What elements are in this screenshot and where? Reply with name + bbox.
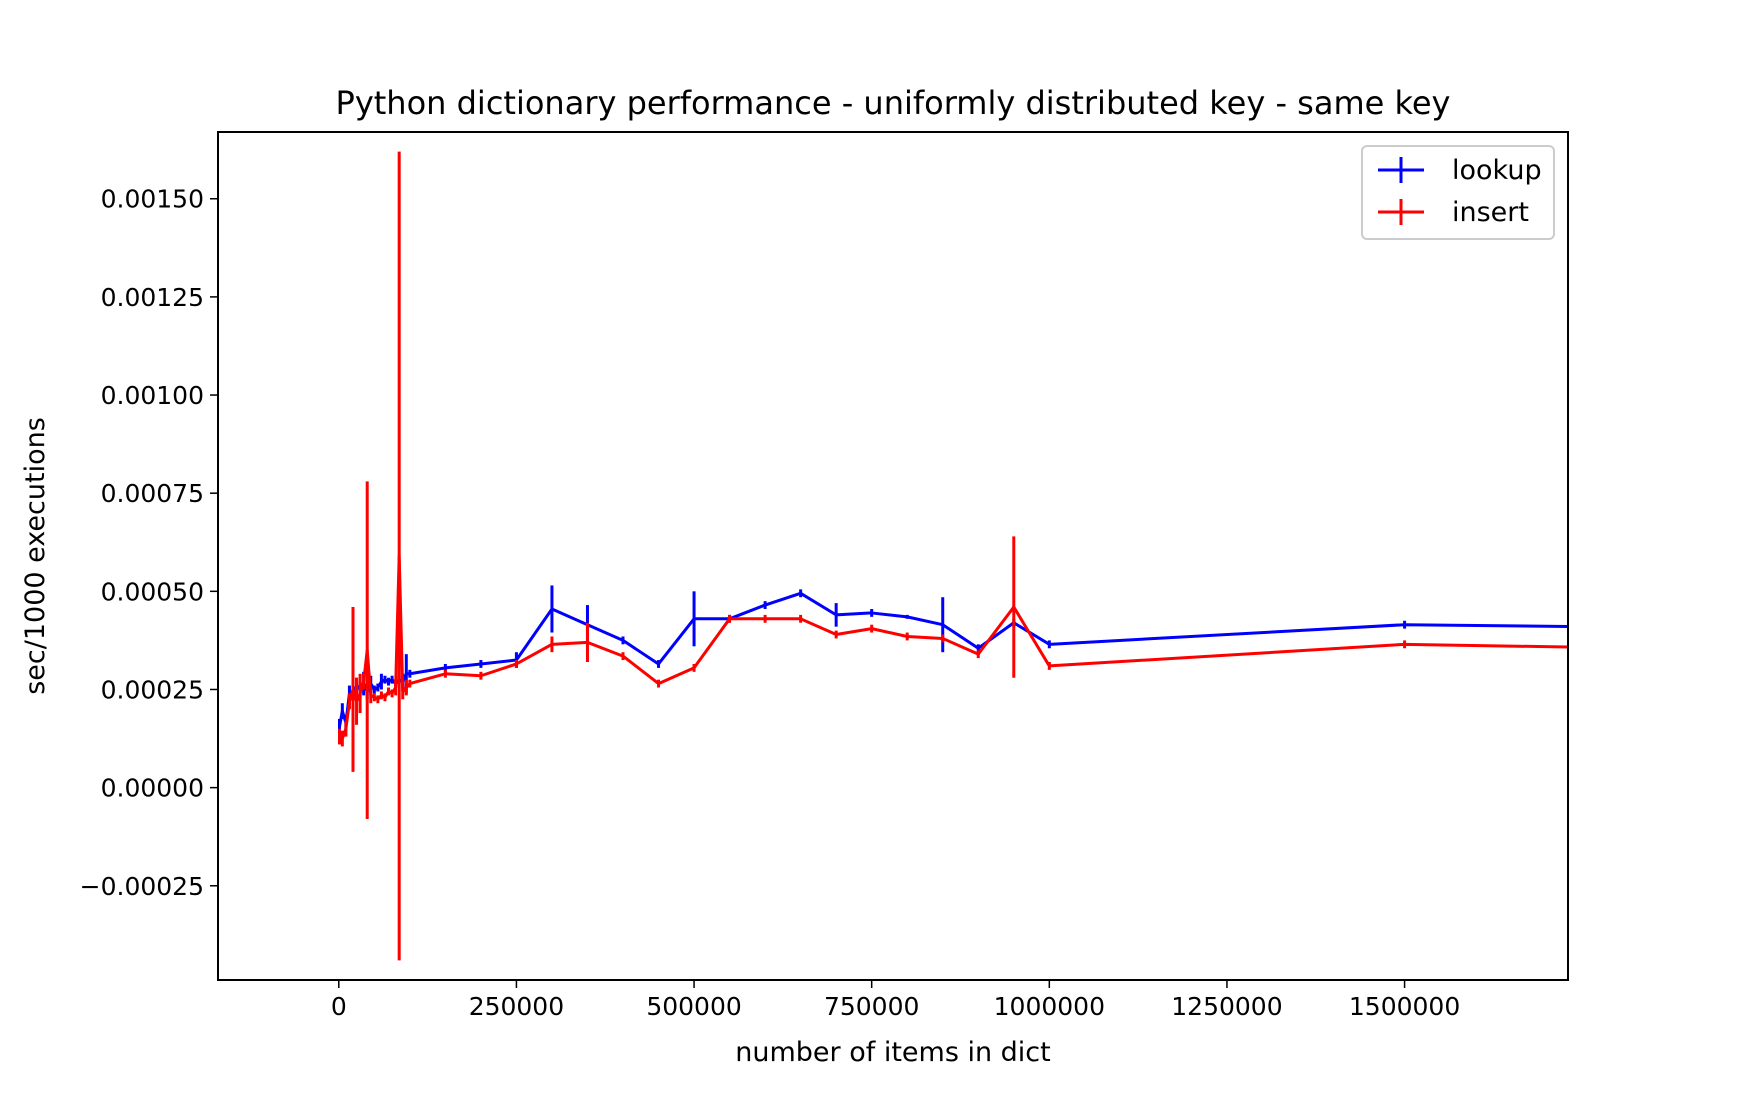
data-point-insert (384, 697, 385, 698)
data-point-insert (907, 636, 908, 637)
data-point-insert (978, 654, 979, 655)
data-point-lookup (836, 614, 837, 615)
chart-title: Python dictionary performance - uniforml… (336, 84, 1451, 122)
x-tick-label: 1250000 (1171, 992, 1282, 1021)
data-point-lookup (381, 681, 382, 682)
data-point-lookup (384, 679, 385, 680)
chart-legend: lookup insert (1362, 146, 1554, 239)
legend-label-lookup: lookup (1452, 155, 1542, 186)
data-point-lookup (374, 689, 375, 690)
data-point-insert (942, 638, 943, 639)
data-point-insert (367, 650, 368, 651)
data-point-insert (381, 695, 382, 696)
data-point-insert (445, 673, 446, 674)
data-point-insert (516, 663, 517, 664)
data-point-lookup (445, 667, 446, 668)
data-point-lookup (342, 711, 343, 712)
y-tick-label: 0.00100 (101, 381, 204, 410)
data-point-lookup (409, 673, 410, 674)
x-axis-label: number of items in dict (735, 1037, 1050, 1068)
data-point-insert (370, 695, 371, 696)
data-point-insert (480, 675, 481, 676)
data-point-insert (395, 687, 396, 688)
y-tick-label: 0.00025 (101, 675, 204, 704)
data-point-lookup (480, 663, 481, 664)
y-tick-label: 0.00000 (101, 774, 204, 803)
x-tick-label: 500000 (646, 992, 741, 1021)
data-point-lookup (800, 593, 801, 594)
y-axis-label: sec/1000 executions (20, 417, 51, 695)
data-point-insert (836, 634, 837, 635)
y-tick-label: −0.00025 (80, 872, 204, 901)
data-point-insert (694, 667, 695, 668)
data-point-lookup (339, 726, 340, 727)
data-point-insert (871, 628, 872, 629)
data-point-insert (765, 618, 766, 619)
data-point-insert (729, 618, 730, 619)
x-tick-label: 0 (331, 992, 347, 1021)
data-point-lookup (978, 648, 979, 649)
data-point-lookup (942, 624, 943, 625)
data-point-lookup (658, 663, 659, 664)
data-point-lookup (1049, 644, 1050, 645)
x-tick-label: 1000000 (994, 992, 1105, 1021)
data-point-insert (658, 683, 659, 684)
data-point-lookup (377, 687, 378, 688)
data-point-lookup (907, 616, 908, 617)
data-point-lookup (871, 612, 872, 613)
data-point-insert (363, 681, 364, 682)
data-point-insert (345, 728, 346, 729)
data-point-insert (1049, 665, 1050, 666)
data-point-lookup (406, 673, 407, 674)
x-tick-label: 250000 (469, 992, 564, 1021)
data-point-insert (353, 689, 354, 690)
data-point-insert (342, 738, 343, 739)
data-point-insert (406, 687, 407, 688)
data-point-insert (800, 618, 801, 619)
data-point-insert (1404, 644, 1405, 645)
legend-label-insert: insert (1452, 197, 1529, 228)
y-tick-label: 0.00050 (101, 577, 204, 606)
y-tick-label: 0.00150 (101, 185, 204, 214)
data-point-insert (356, 701, 357, 702)
data-point-insert (623, 656, 624, 657)
data-point-insert (399, 556, 400, 557)
data-point-lookup (1404, 624, 1405, 625)
data-point-lookup (551, 609, 552, 610)
data-point-lookup (623, 640, 624, 641)
data-point-insert (339, 736, 340, 737)
data-point-insert (388, 691, 389, 692)
data-point-lookup (388, 681, 389, 682)
data-point-lookup (694, 618, 695, 619)
data-point-insert (402, 691, 403, 692)
x-tick-label: 1500000 (1349, 992, 1460, 1021)
legend-item-insert: insert (1378, 197, 1529, 228)
data-point-insert (392, 693, 393, 694)
data-point-insert (551, 644, 552, 645)
data-point-insert (360, 693, 361, 694)
data-point-insert (587, 642, 588, 643)
data-point-insert (374, 697, 375, 698)
data-point-lookup (392, 679, 393, 680)
data-point-insert (1013, 607, 1014, 608)
x-tick-label: 750000 (824, 992, 919, 1021)
y-tick-label: 0.00075 (101, 479, 204, 508)
data-point-insert (409, 683, 410, 684)
data-point-insert (349, 701, 350, 702)
data-point-lookup (765, 605, 766, 606)
y-tick-label: 0.00125 (101, 283, 204, 312)
data-point-insert (377, 699, 378, 700)
